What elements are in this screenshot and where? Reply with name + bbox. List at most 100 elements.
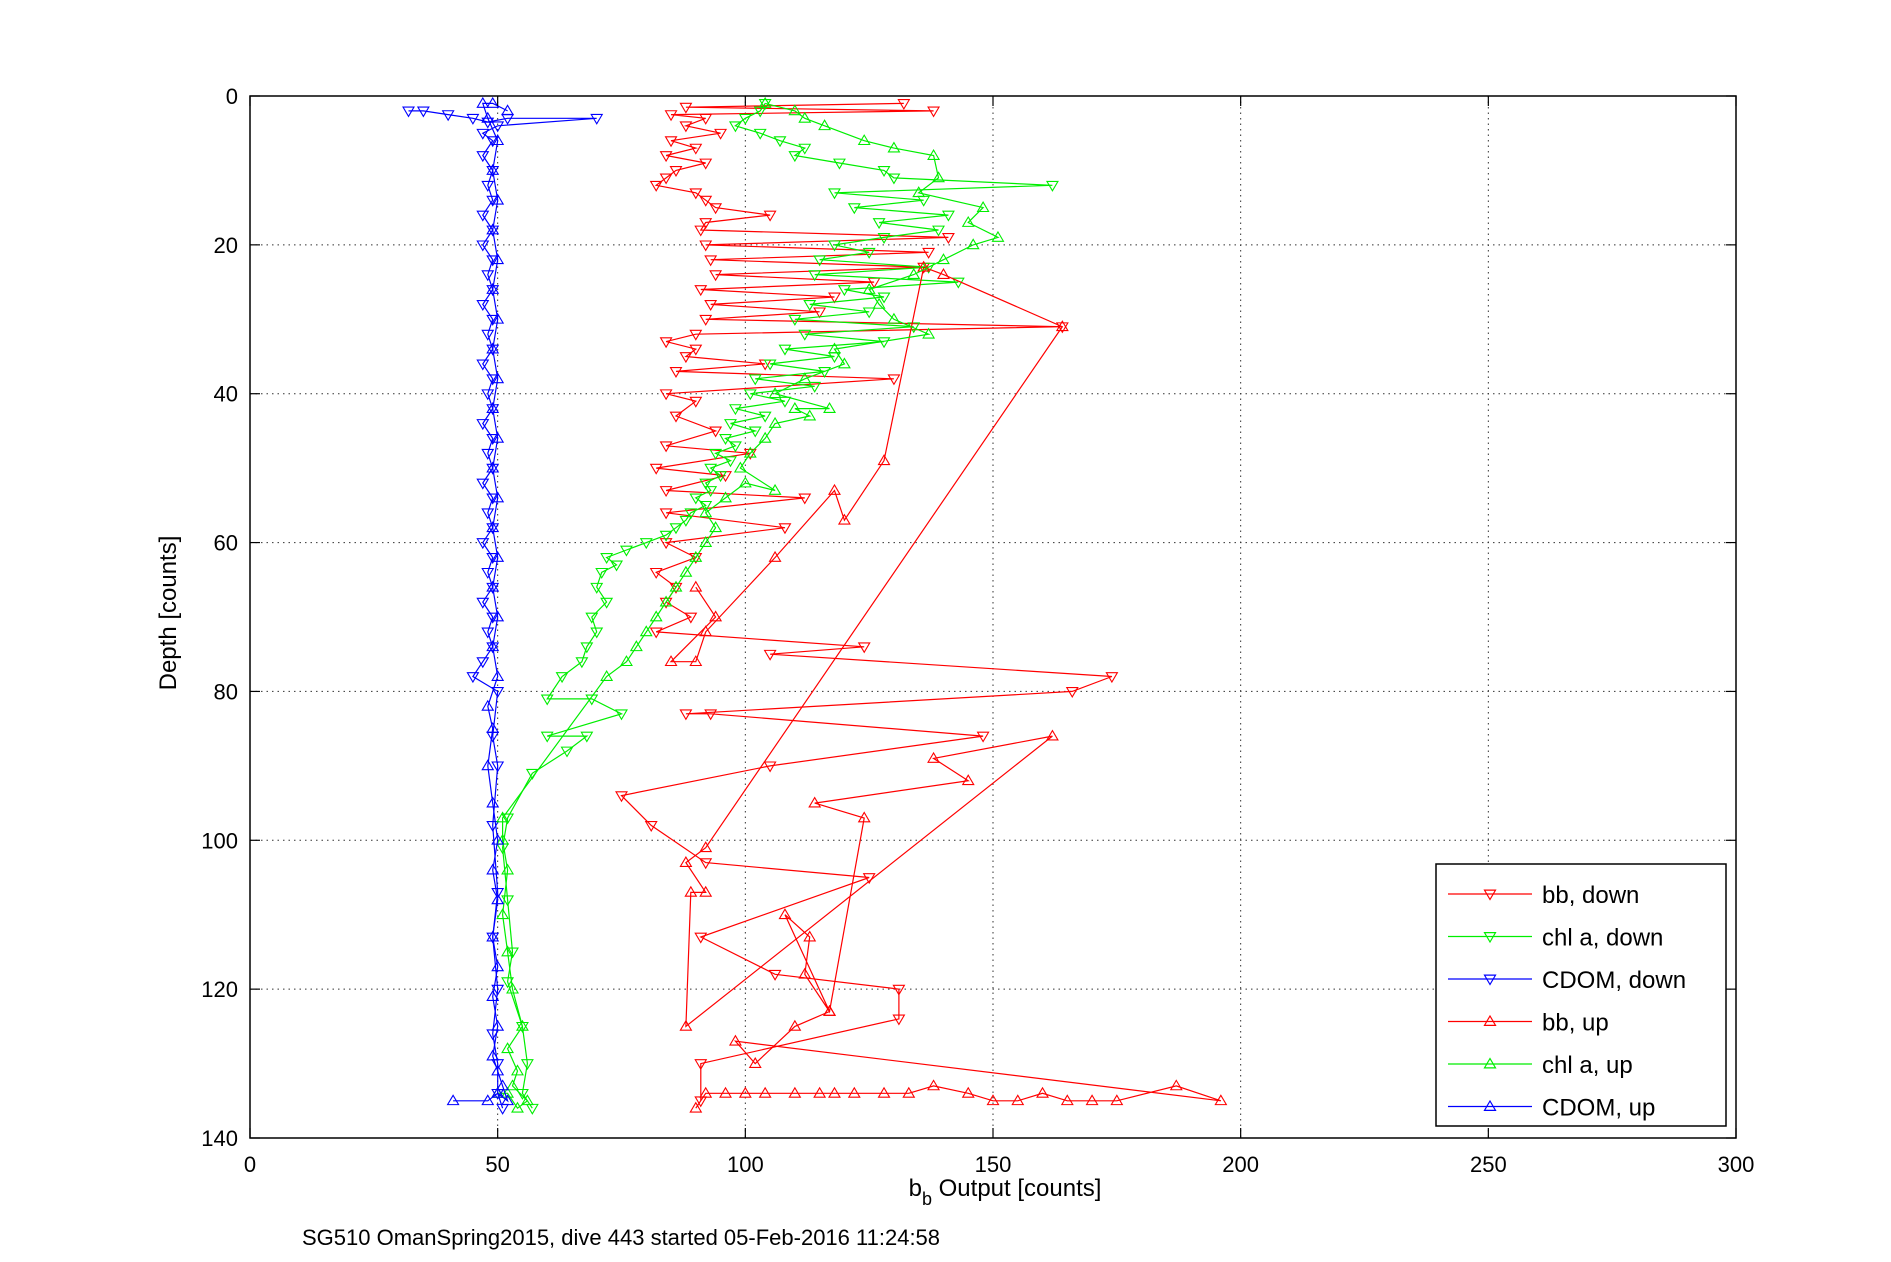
data-point [491, 253, 505, 265]
y-tick-label: 80 [214, 679, 238, 704]
data-point [689, 553, 703, 565]
data-point [476, 478, 490, 490]
data-point [724, 419, 737, 431]
data-point [689, 329, 703, 341]
data-point [694, 932, 708, 944]
y-tick-label: 60 [214, 531, 238, 556]
data-point [763, 359, 777, 371]
data-point [575, 657, 589, 669]
x-tick-labels: 0 50 100 150 200 250 300 [244, 1152, 1754, 1177]
data-point [694, 1059, 708, 1071]
data-point [798, 493, 812, 505]
data-point [466, 113, 480, 125]
data-point [491, 687, 505, 699]
footer-caption: SG510 OmanSpring2015, dive 443 started 0… [302, 1225, 940, 1250]
data-point [555, 672, 569, 684]
data-point [887, 141, 901, 153]
data-point [664, 655, 678, 667]
series-cdom-up [446, 96, 515, 1106]
data-point [486, 930, 500, 942]
x-tick-label: 250 [1470, 1152, 1507, 1177]
data-point [649, 567, 663, 579]
data-point [828, 342, 841, 354]
data-point [689, 655, 703, 667]
data-point [511, 1064, 524, 1076]
data-point [773, 136, 787, 148]
data-point [758, 411, 772, 423]
legend-marker [1483, 932, 1497, 944]
data-point [486, 493, 500, 505]
data-point [1055, 322, 1069, 334]
legend-label: CDOM, down [1542, 967, 1686, 994]
data-point [506, 982, 519, 994]
data-point [402, 106, 415, 118]
data-point [887, 173, 901, 185]
data-point [659, 486, 673, 498]
y-tick-label: 140 [201, 1126, 238, 1151]
data-point [600, 597, 614, 609]
data-point [486, 374, 500, 386]
data-point [823, 1004, 837, 1016]
data-point [659, 441, 673, 453]
x-tick-label: 50 [485, 1152, 509, 1177]
data-point [585, 612, 599, 624]
data-point [525, 1103, 539, 1115]
data-point [486, 642, 500, 654]
data-point [486, 796, 500, 808]
data-point [709, 426, 723, 438]
data-point [486, 255, 500, 267]
series-line-chl-a-down [501, 103, 1053, 1109]
data-point [481, 448, 495, 460]
data-point [491, 761, 505, 773]
data-point [719, 433, 732, 445]
data-point [491, 610, 505, 622]
data-point [699, 240, 713, 252]
data-point [481, 699, 495, 711]
data-point [1214, 1094, 1228, 1106]
data-point [659, 538, 673, 550]
data-point [927, 148, 941, 160]
data-point [679, 565, 693, 577]
data-point [486, 285, 500, 297]
data-point [1169, 1079, 1183, 1091]
data-point [501, 104, 515, 116]
data-point [837, 357, 851, 369]
series-bb-up [664, 260, 1228, 1113]
y-tick-label: 100 [201, 828, 238, 853]
data-point [798, 372, 812, 384]
data-point [481, 111, 495, 123]
data-point [1055, 320, 1069, 332]
data-point [486, 433, 500, 445]
data-point [560, 746, 574, 758]
data-point [486, 990, 500, 1001]
data-point [486, 314, 500, 326]
series-line-bb-up [669, 266, 1222, 1109]
data-point [877, 233, 891, 244]
data-point [659, 597, 673, 609]
data-point [476, 538, 490, 550]
data-point [892, 984, 906, 996]
data-point [768, 550, 782, 562]
data-point [768, 387, 782, 399]
data-point [986, 1094, 1000, 1106]
data-point [704, 300, 718, 311]
data-point [788, 1019, 802, 1031]
series-line-cdom-down [408, 110, 597, 1109]
x-tick-label: 300 [1718, 1152, 1755, 1177]
data-point [788, 314, 802, 326]
y-tick-label: 120 [201, 977, 238, 1002]
data-point [679, 856, 693, 868]
data-point [684, 508, 698, 520]
data-point [832, 158, 846, 170]
data-point [699, 195, 713, 207]
data-point [1060, 1094, 1074, 1106]
legend-label: chl a, down [1542, 925, 1663, 952]
data-point [758, 431, 772, 443]
data-point [540, 731, 554, 743]
data-point [927, 751, 941, 763]
x-tick-label: 100 [727, 1152, 764, 1177]
data-point [937, 268, 950, 280]
data-point [486, 463, 500, 475]
data-point [486, 580, 500, 592]
data-point [694, 285, 708, 297]
